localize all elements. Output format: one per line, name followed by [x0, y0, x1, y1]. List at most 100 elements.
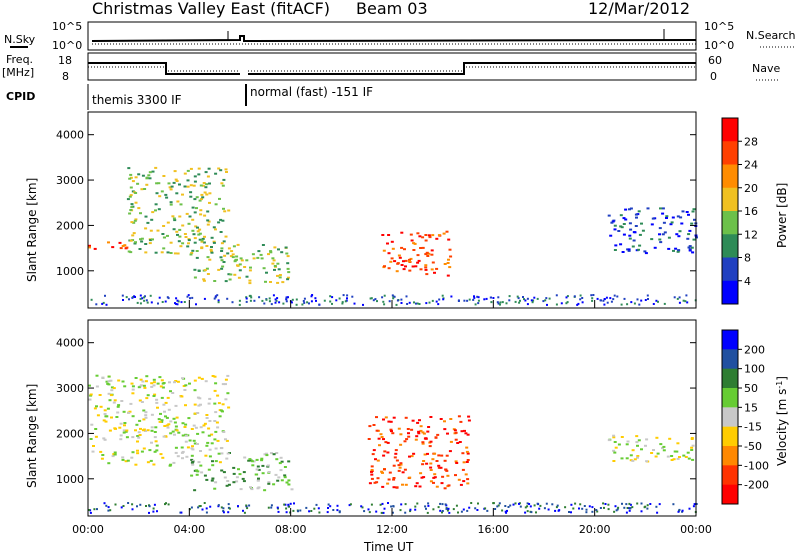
date-label: 12/Mar/2012: [588, 0, 690, 18]
scatter-cell: [189, 195, 193, 198]
ground-scatter-cell: [476, 295, 479, 298]
colorbar-swatch: [722, 280, 738, 305]
scatter-cell: [379, 433, 383, 436]
ground-scatter-cell: [427, 502, 430, 505]
ground-scatter-cell: [566, 295, 569, 298]
scatter-cell: [283, 474, 287, 477]
scatter-cell: [167, 182, 171, 185]
ground-scatter-cell: [388, 300, 391, 303]
scatter-cell: [206, 256, 210, 259]
scatter-cell: [442, 232, 446, 235]
scatter-cell: [465, 450, 469, 453]
colorbar-swatch: [722, 388, 738, 408]
ground-scatter-cell: [263, 302, 266, 305]
scatter-cell: [690, 446, 694, 449]
ground-scatter-cell: [647, 298, 649, 300]
scatter-cell: [410, 239, 414, 242]
scatter-cell: [218, 461, 222, 464]
scatter-cell: [688, 245, 692, 248]
scatter-cell: [425, 251, 429, 254]
scatter-cell: [421, 236, 425, 239]
scatter-cell: [227, 406, 231, 409]
scatter-cell: [433, 271, 436, 274]
scatter-cell: [224, 383, 227, 386]
scatter-cell: [198, 228, 202, 231]
scatter-cell: [107, 383, 111, 386]
scatter-cell: [375, 429, 379, 432]
ground-scatter-cell: [375, 510, 378, 513]
ground-scatter-cell: [336, 504, 339, 507]
scatter-cell: [146, 461, 150, 464]
ground-scatter-cell: [564, 506, 567, 509]
ground-scatter-cell: [308, 302, 310, 305]
scatter-cell: [392, 477, 396, 479]
ground-scatter-cell: [678, 508, 681, 511]
scatter-cell: [629, 454, 633, 457]
scatter-cell: [139, 238, 142, 241]
scatter-cell: [640, 222, 643, 225]
scatter-cell: [419, 425, 423, 428]
scatter-cell: [376, 459, 380, 462]
scatter-cell: [423, 437, 427, 440]
scatter-cell: [690, 449, 694, 451]
scatter-cell: [162, 435, 166, 438]
scatter-cell: [408, 269, 412, 272]
ground-scatter-cell: [532, 299, 535, 302]
scatter-cell: [195, 473, 199, 476]
scatter-cell: [395, 486, 399, 489]
ground-scatter-cell: [245, 504, 248, 507]
ground-scatter-cell: [205, 511, 208, 514]
scatter-cell: [127, 167, 131, 170]
scatter-cell: [650, 452, 654, 454]
scatter-cell: [387, 267, 391, 270]
scatter-cell: [658, 233, 661, 236]
ground-scatter-cell: [395, 303, 398, 306]
scatter-cell: [125, 429, 129, 432]
ground-scatter-cell: [441, 511, 443, 514]
ground-scatter-cell: [302, 300, 305, 302]
scatter-cell: [134, 377, 138, 379]
scatter-cell: [422, 476, 426, 479]
scatter-cell: [286, 276, 290, 279]
ground-scatter-cell: [149, 294, 152, 297]
ground-scatter-cell: [306, 301, 309, 304]
scatter-cell: [132, 221, 136, 224]
scatter-cell: [144, 416, 148, 419]
scatter-cell: [435, 485, 439, 488]
scatter-cell: [263, 489, 267, 492]
ground-scatter-cell: [383, 303, 386, 306]
ground-scatter-cell: [217, 299, 220, 302]
scatter-cell: [408, 260, 411, 263]
scatter-cell: [626, 440, 630, 443]
scatter-cell: [386, 482, 390, 485]
scatter-cell: [161, 233, 165, 235]
ground-scatter-cell: [473, 296, 476, 299]
scatter-cell: [155, 398, 159, 401]
ground-scatter-cell: [122, 299, 124, 301]
ground-scatter-cell: [390, 505, 393, 508]
ground-scatter-cell: [633, 302, 636, 305]
scatter-cell: [177, 240, 181, 243]
scatter-cell: [198, 232, 202, 235]
scatter-cell: [273, 246, 277, 249]
y-tick-label: 3000: [56, 174, 84, 187]
ground-scatter-cell: [591, 299, 594, 302]
scatter-cell: [399, 463, 403, 466]
y-tick-label: 2000: [56, 219, 84, 232]
scatter-cell: [219, 447, 223, 450]
ground-scatter-cell: [655, 299, 658, 302]
scatter-cell: [105, 380, 109, 383]
ground-scatter-cell: [555, 506, 558, 509]
ground-scatter-cell: [684, 300, 687, 303]
scatter-cell: [240, 259, 244, 262]
colorbar-swatch: [722, 118, 738, 142]
scatter-cell: [168, 186, 172, 189]
scatter-cell: [399, 443, 403, 446]
scatter-cell: [449, 255, 453, 258]
scatter-cell: [183, 426, 187, 428]
scatter-cell: [238, 473, 242, 476]
ground-scatter-cell: [341, 302, 344, 305]
ground-scatter-cell: [578, 507, 580, 510]
scatter-cell: [175, 180, 179, 182]
